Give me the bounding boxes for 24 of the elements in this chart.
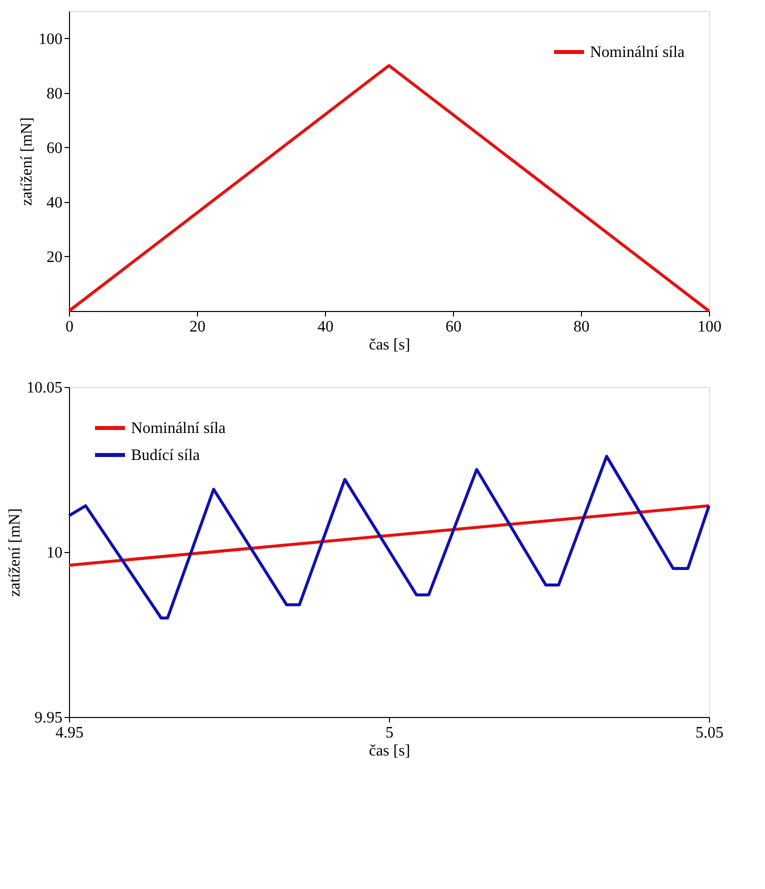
legend-label: Nominální síla [590, 44, 685, 61]
y-tick-label: 80 [46, 85, 62, 102]
y-tick-label: 100 [38, 30, 62, 48]
x-tick-label: 5.05 [696, 724, 724, 742]
y-tick-label: 40 [46, 194, 62, 212]
legend-label: Nominální síla [131, 420, 226, 437]
x-tick-label: 5 [386, 724, 394, 742]
x-tick-label: 0 [66, 318, 74, 336]
x-tick-label: 20 [190, 318, 206, 336]
y-axis-title: zatížení [mN] [6, 508, 24, 597]
legend-label: Budící síla [131, 447, 200, 464]
y-tick-label: 20 [46, 248, 62, 266]
x-tick-label: 80 [574, 318, 590, 336]
x-tick-label: 40 [318, 318, 334, 336]
y-tick-label: 10.05 [26, 380, 62, 396]
x-axis-title: čas [s] [368, 336, 410, 354]
x-tick-label: 4.95 [56, 724, 84, 742]
x-tick-label: 60 [446, 318, 462, 336]
x-tick-label: 100 [698, 318, 722, 336]
y-tick-label: 60 [46, 140, 62, 157]
y-tick-label: 9.95 [34, 710, 62, 726]
y-tick-label: 10 [46, 544, 62, 562]
x-axis-title: čas [s] [368, 742, 410, 760]
y-axis-title: zatížení [mN] [18, 117, 36, 206]
